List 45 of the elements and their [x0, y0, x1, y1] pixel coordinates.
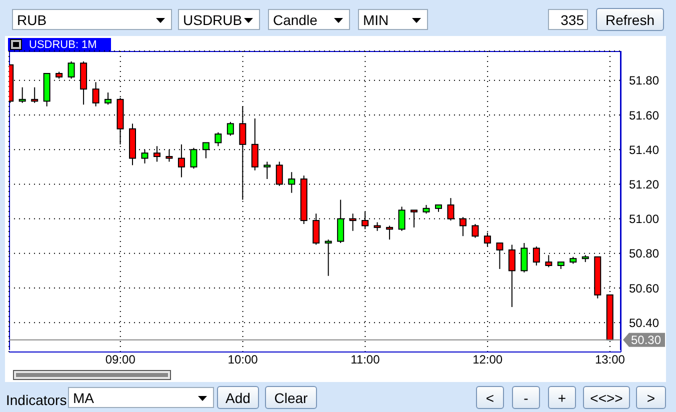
y-tick-label: 51.60	[629, 108, 660, 122]
text: USDRUB	[183, 12, 242, 28]
candlestick	[68, 60, 75, 80]
y-tick-label: 50.80	[629, 246, 660, 261]
candlestick	[545, 254, 552, 268]
candlestick	[18, 86, 26, 104]
candlestick	[496, 242, 504, 270]
candlestick	[214, 132, 222, 147]
text: RUB	[17, 12, 47, 28]
text: Refresh	[596, 8, 664, 31]
candlestick	[532, 246, 540, 266]
text: <	[476, 386, 504, 409]
candlestick	[92, 82, 100, 107]
x-tick-label: 12:00	[472, 352, 503, 367]
candlestick	[386, 225, 394, 240]
candlestick	[264, 161, 271, 180]
text: Indicators	[6, 390, 67, 410]
candlestick	[31, 86, 38, 104]
ref-line-label: 50.30	[631, 332, 662, 347]
y-tick-label: 51.40	[629, 142, 660, 157]
y-tick-label: 50.40	[629, 316, 660, 330]
x-tick-label: 13:00	[594, 352, 626, 367]
y-tick-label: 51.20	[629, 177, 660, 192]
candlestick	[104, 92, 112, 106]
candlestick	[226, 121, 234, 136]
text: >	[636, 386, 666, 409]
chart-title: USDRUB: 1M	[29, 38, 97, 50]
text: Candle	[273, 12, 318, 28]
x-tick-label: 11:00	[350, 352, 380, 367]
candlestick	[398, 206, 406, 232]
text: 335	[548, 9, 588, 30]
text: Add	[217, 386, 259, 409]
candlestick	[472, 223, 479, 238]
text: +	[548, 386, 576, 409]
text: <<>>	[583, 386, 630, 409]
y-tick-label: 51.80	[629, 74, 660, 88]
candlestick	[288, 172, 296, 194]
text: Clear	[265, 386, 317, 409]
y-tick-label: 50.60	[629, 281, 660, 296]
text: -	[512, 386, 540, 409]
text: MA	[73, 390, 94, 406]
text: MIN	[363, 12, 389, 28]
y-tick-label: 51.00	[629, 212, 660, 226]
x-tick-label: 09:00	[105, 352, 136, 367]
x-tick-label: 10:00	[228, 352, 258, 367]
